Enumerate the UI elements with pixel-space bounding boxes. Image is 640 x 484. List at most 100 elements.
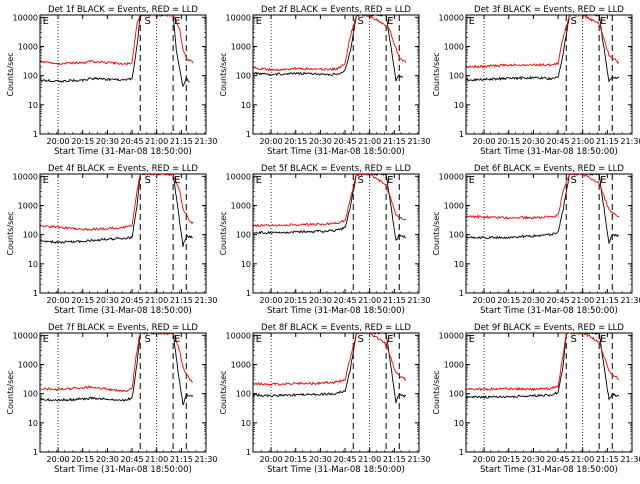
segment-marker: E — [387, 16, 393, 27]
plot-frame — [465, 14, 633, 135]
x-tick-label: 21:30 — [194, 137, 217, 146]
series-line-lld — [40, 15, 194, 66]
plot-frame — [39, 14, 207, 135]
series-line-events — [253, 15, 403, 82]
y-tick-label: 10000 — [13, 172, 38, 181]
x-tick-label: 20:15 — [284, 137, 307, 146]
y-tick-label: 1 — [459, 448, 464, 457]
x-tick-label: 20:30 — [309, 296, 332, 305]
x-tick-label: 21:00 — [358, 137, 381, 146]
plot-frame — [465, 332, 633, 453]
plot-frame — [39, 173, 207, 294]
y-axis-label: Counts/sec — [219, 211, 228, 255]
x-tick-label: 20:00 — [473, 455, 496, 464]
series-line-events — [466, 15, 620, 83]
x-axis-label: Start Time (31-Mar-08 18:50:00) — [54, 147, 192, 157]
y-tick-label: 1 — [459, 289, 464, 298]
x-tick-label: 20:45 — [334, 455, 357, 464]
x-tick-label: 21:30 — [194, 455, 217, 464]
x-tick-label: 20:45 — [121, 455, 144, 464]
x-tick-label: 20:30 — [96, 296, 119, 305]
y-tick-label: 10 — [454, 260, 464, 269]
x-axis-label: Start Time (31-Mar-08 18:50:00) — [267, 147, 405, 157]
y-tick-label: 1000 — [18, 201, 38, 210]
series-line-events — [253, 174, 407, 242]
x-tick-label: 20:45 — [121, 137, 144, 146]
x-axis-label: Start Time (31-Mar-08 18:50:00) — [54, 306, 192, 316]
panel-title: Det 7f BLACK = Events, RED = LLD — [48, 323, 198, 333]
x-axis-label: Start Time (31-Mar-08 18:50:00) — [480, 306, 618, 316]
y-tick-label: 100 — [236, 231, 251, 240]
y-tick-label: 10000 — [439, 331, 464, 340]
plot-frame — [252, 14, 420, 135]
panel-title: Det 2f BLACK = Events, RED = LLD — [261, 5, 411, 15]
y-axis-label: Counts/sec — [432, 211, 441, 255]
y-tick-label: 10000 — [13, 331, 38, 340]
x-tick-label: 21:00 — [571, 455, 594, 464]
segment-marker: E — [43, 334, 49, 345]
segment-marker: S — [358, 175, 364, 186]
x-tick-label: 20:00 — [260, 455, 283, 464]
series-line-lld — [40, 333, 194, 393]
series-line-events — [40, 15, 190, 88]
y-tick-label: 10000 — [226, 331, 251, 340]
x-tick-label: 20:00 — [47, 296, 70, 305]
y-tick-label: 10 — [241, 260, 251, 269]
x-tick-label: 20:00 — [260, 137, 283, 146]
segment-marker: E — [43, 16, 49, 27]
segment-marker: S — [571, 16, 577, 27]
x-tick-label: 21:00 — [145, 455, 168, 464]
segment-marker: S — [145, 16, 151, 27]
segment-marker: E — [469, 16, 475, 27]
x-tick-label: 20:30 — [96, 455, 119, 464]
x-tick-label: 21:00 — [358, 455, 381, 464]
y-tick-label: 100 — [23, 390, 38, 399]
x-axis-label: Start Time (31-Mar-08 18:50:00) — [480, 147, 618, 157]
plot-frame — [252, 332, 420, 453]
plot-frame — [252, 173, 420, 294]
x-tick-label: 21:00 — [145, 296, 168, 305]
y-tick-label: 1000 — [444, 360, 464, 369]
segment-marker: S — [358, 16, 364, 27]
x-tick-label: 20:45 — [547, 137, 570, 146]
x-tick-label: 21:15 — [383, 137, 406, 146]
series-line-lld — [253, 174, 407, 228]
series-line-events — [466, 333, 620, 401]
x-tick-label: 20:15 — [71, 137, 94, 146]
y-tick-label: 1 — [33, 448, 38, 457]
series-line-lld — [40, 174, 194, 232]
x-tick-label: 21:15 — [170, 137, 193, 146]
y-tick-label: 1000 — [18, 42, 38, 51]
x-tick-label: 21:15 — [383, 296, 406, 305]
x-tick-label: 20:00 — [47, 137, 70, 146]
segment-marker: S — [145, 175, 151, 186]
x-axis-label: Start Time (31-Mar-08 18:50:00) — [267, 306, 405, 316]
series-line-lld — [466, 333, 620, 392]
x-tick-label: 21:15 — [596, 455, 619, 464]
x-tick-label: 20:00 — [47, 455, 70, 464]
y-tick-label: 10000 — [226, 172, 251, 181]
segment-marker: E — [600, 175, 606, 186]
panel-title: Det 5f BLACK = Events, RED = LLD — [261, 164, 411, 174]
y-axis-label: Counts/sec — [6, 52, 15, 96]
x-tick-label: 21:30 — [194, 296, 217, 305]
x-tick-label: 21:00 — [571, 296, 594, 305]
segment-marker: E — [256, 334, 262, 345]
y-tick-label: 100 — [449, 231, 464, 240]
x-tick-label: 20:45 — [547, 455, 570, 464]
segment-marker: E — [387, 334, 393, 345]
segment-marker: E — [469, 175, 475, 186]
y-axis-label: Counts/sec — [219, 52, 228, 96]
panel-title: Det 6f BLACK = Events, RED = LLD — [474, 164, 624, 174]
y-tick-label: 1 — [33, 130, 38, 139]
y-tick-label: 10 — [454, 101, 464, 110]
plot-frame — [39, 332, 207, 453]
y-tick-label: 10 — [28, 260, 38, 269]
y-tick-label: 100 — [236, 390, 251, 399]
segment-marker: E — [43, 175, 49, 186]
y-tick-label: 1 — [459, 130, 464, 139]
